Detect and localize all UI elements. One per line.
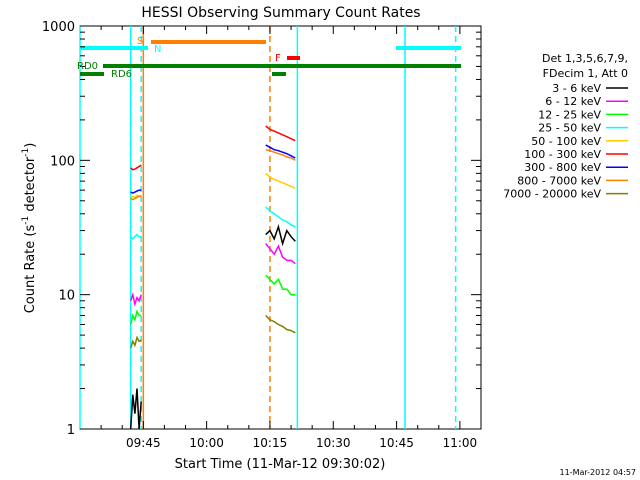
marker-n: N [154, 44, 161, 55]
x-tick-label-4: 10:45 [379, 436, 414, 450]
series-line-0-seg-0 [129, 388, 142, 430]
legend-label-1: 6 - 12 keV [545, 95, 601, 108]
legend-header-2: FDecim 1, Att 0 [543, 67, 628, 80]
series-line-5-seg-1 [265, 125, 296, 142]
y-axis-label: Count Rate (s-1 detector-1) [21, 143, 38, 314]
chart-title: HESSI Observing Summary Count Rates [141, 5, 420, 21]
series-line-8-seg-1 [265, 314, 296, 334]
legend-label-2: 12 - 25 keV [538, 108, 601, 121]
x-tick-label-3: 10:30 [316, 436, 351, 450]
x-axis-label: Start Time (11-Mar-12 09:30:02) [175, 457, 386, 472]
x-tick-label-5: 11:00 [443, 436, 478, 450]
legend-label-7: 800 - 7000 keV [517, 174, 601, 187]
y-axis-label-end: ) [23, 143, 38, 148]
y-axis-ticks: 1 10 100 1000 [42, 20, 481, 438]
series-line-8-seg-0 [129, 335, 142, 349]
y-axis-label-main: Count Rate (s [23, 225, 38, 314]
data-series [129, 125, 296, 430]
y-tick-label-2: 100 [50, 154, 75, 169]
svg-text:Count Rate (s-1 detector-1): Count Rate (s-1 detector-1) [21, 143, 38, 314]
legend-label-3: 25 - 50 keV [538, 122, 601, 135]
series-line-2-seg-0 [129, 309, 142, 325]
vertical-markers [79, 26, 457, 429]
legend-label-6: 300 - 800 keV [524, 161, 601, 174]
y-axis-label-sup1: -1 [21, 216, 31, 225]
series-line-5-seg-0 [130, 164, 142, 171]
legend: Det 1,3,5,6,7,9, FDecim 1, Att 0 3 - 6 k… [503, 52, 628, 201]
marker-f: F [275, 53, 281, 64]
marker-rd6: RD6 [111, 69, 132, 80]
series-line-0-seg-1 [265, 224, 296, 247]
legend-label-8: 7000 - 20000 keV [503, 188, 601, 201]
x-tick-label-0: 09:45 [126, 436, 161, 450]
series-line-4-seg-1 [265, 172, 296, 189]
legend-label-5: 100 - 300 keV [524, 148, 601, 161]
series-line-3-seg-1 [265, 206, 296, 228]
x-tick-label-1: 10:00 [189, 436, 224, 450]
y-tick-label-3: 1000 [42, 20, 75, 35]
y-axis-label-sup2: -1 [21, 148, 31, 157]
marker-s: S [137, 36, 143, 47]
series-line-3-seg-0 [130, 233, 142, 240]
timestamp: 11-Mar-2012 04:57 [560, 468, 637, 477]
legend-label-4: 50 - 100 keV [531, 135, 601, 148]
state-bars [80, 40, 461, 76]
series-line-7-seg-1 [265, 148, 296, 161]
x-axis-ticks: 09:45 10:00 10:15 10:30 10:45 11:00 [100, 26, 478, 450]
series-line-1-seg-0 [129, 291, 142, 307]
series-line-2-seg-1 [265, 274, 296, 296]
legend-header-1: Det 1,3,5,6,7,9, [542, 52, 628, 65]
series-line-6-seg-1 [265, 144, 296, 159]
series-line-7-seg-0 [130, 195, 142, 201]
legend-label-0: 3 - 6 keV [552, 82, 601, 95]
y-axis-label-mid: detector [23, 156, 38, 216]
y-tick-label-1: 10 [58, 289, 75, 304]
series-line-6-seg-0 [130, 189, 142, 194]
x-tick-label-2: 10:15 [253, 436, 288, 450]
series-line-1-seg-1 [265, 243, 296, 265]
marker-rd0: RD0 [77, 61, 98, 72]
y-tick-label-0: 1 [67, 423, 75, 438]
